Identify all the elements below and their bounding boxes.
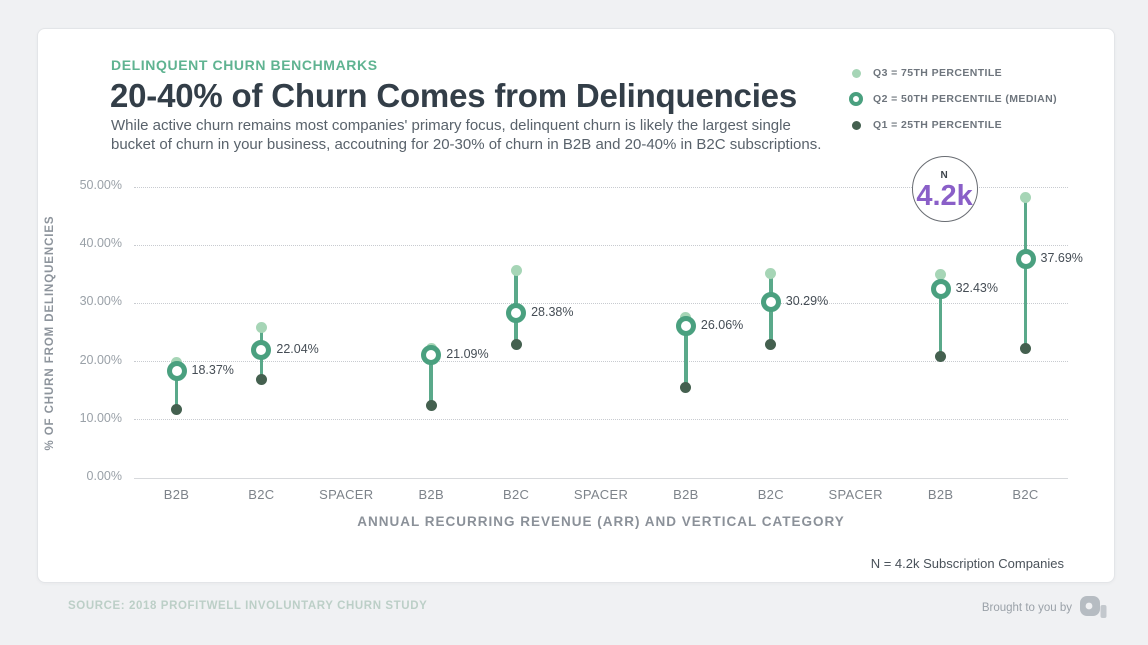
q1-dot-icon xyxy=(851,120,861,130)
median-value-label: 28.38% xyxy=(531,304,574,319)
sample-size-note: N = 4.2k Subscription Companies xyxy=(870,556,1064,571)
subtitle-line-1: While active churn remains most companie… xyxy=(111,117,791,134)
q2-median-ring xyxy=(251,339,272,360)
q1-marker-box xyxy=(848,120,864,130)
q1-dot xyxy=(255,373,267,385)
range-stem xyxy=(1023,197,1028,349)
x-tick-label: SPACER xyxy=(828,487,883,502)
x-tick-label: B2B xyxy=(163,487,190,502)
source-citation: SOURCE: 2018 PROFITWELL INVOLUNTARY CHUR… xyxy=(68,600,428,612)
q2-median-ring xyxy=(421,345,442,366)
y-tick-label: 20.00% xyxy=(79,352,122,367)
annotation-value: 4.2k xyxy=(916,179,973,212)
gridline-30 xyxy=(134,302,1068,304)
infographic-card: DELINQUENT CHURN BENCHMARKS 20-40% of Ch… xyxy=(37,28,1115,583)
median-value-label: 26.06% xyxy=(700,318,744,333)
sample-size-annotation: N 4.2k xyxy=(911,156,978,222)
subtitle: While active churn remains most companie… xyxy=(111,117,821,154)
x-axis-title: ANNUAL RECURRING REVENUE (ARR) AND VERTI… xyxy=(357,514,845,529)
x-tick-label: B2B xyxy=(418,487,444,502)
y-tick-label: 0.00% xyxy=(86,469,122,483)
q2-median-ring xyxy=(930,279,951,300)
profitwell-logo-icon xyxy=(1080,596,1107,618)
range-stem xyxy=(174,362,179,410)
x-tick-label: B2C xyxy=(248,487,275,502)
q1-dot xyxy=(425,399,437,411)
median-value-label: 22.04% xyxy=(276,341,319,356)
q2-median-ring xyxy=(166,361,187,382)
legend-label-q1: Q1 = 25TH PERCENTILE xyxy=(873,119,1003,131)
x-tick-label: SPACER xyxy=(319,487,374,502)
x-tick-label: SPACER xyxy=(573,487,629,502)
q3-dot xyxy=(1020,192,1031,203)
q3-dot xyxy=(510,264,522,276)
x-tick-label: B2C xyxy=(502,487,530,502)
median-value-label: 37.69% xyxy=(1040,250,1083,265)
q3-marker-box xyxy=(848,68,864,78)
x-tick-label: B2B xyxy=(673,487,699,502)
median-value-label: 18.37% xyxy=(191,363,234,378)
q2-median-ring xyxy=(760,291,781,312)
q1-dot xyxy=(171,404,182,416)
brought-text: Brought to you by xyxy=(981,601,1072,614)
range-stem xyxy=(938,274,943,357)
q3-dot xyxy=(255,321,267,333)
q1-dot xyxy=(510,338,522,350)
subtitle-line-2: bucket of churn in your business, accout… xyxy=(111,135,822,153)
q2-marker-box xyxy=(848,92,864,106)
brought-to-you-by: Brought to you by xyxy=(982,596,1107,619)
median-value-label: 32.43% xyxy=(955,281,998,296)
q3-dot xyxy=(935,269,947,281)
x-tick-label: B2C xyxy=(1012,487,1039,502)
q1-dot xyxy=(1020,342,1031,354)
page-title: 20-40% of Churn Comes from Delinquencies xyxy=(110,77,797,114)
legend-label-q2: Q2 = 50TH PERCENTILE (MEDIAN) xyxy=(873,93,1057,105)
q1-dot xyxy=(765,339,777,351)
q2-median-ring xyxy=(1015,248,1036,269)
q2-median-ring xyxy=(506,302,527,323)
legend-item-q1: Q1 = 25TH PERCENTILE xyxy=(848,112,1057,138)
q1-dot xyxy=(935,351,947,363)
chart-legend: Q3 = 75TH PERCENTILE Q2 = 50TH PERCENTIL… xyxy=(848,60,1057,138)
q1-dot xyxy=(680,381,692,393)
median-value-label: 21.09% xyxy=(446,347,489,362)
y-tick-label: 40.00% xyxy=(79,236,122,251)
x-tick-label: B2C xyxy=(757,487,784,502)
gridline-20 xyxy=(134,361,1068,363)
annotation-n-label: N xyxy=(940,169,949,181)
range-stem xyxy=(429,348,433,406)
range-stem xyxy=(684,317,688,388)
q3-dot-icon xyxy=(851,68,861,78)
q2-ring-icon xyxy=(849,92,863,106)
y-tick-label: 10.00% xyxy=(79,410,122,425)
q3-dot xyxy=(765,267,777,279)
legend-item-q2: Q2 = 50TH PERCENTILE (MEDIAN) xyxy=(848,86,1057,112)
median-value-label: 30.29% xyxy=(785,293,829,308)
legend-label-q3: Q3 = 75TH PERCENTILE xyxy=(873,67,1003,79)
x-tick-label: B2B xyxy=(927,487,954,502)
gridline-0 xyxy=(134,477,1068,479)
y-tick-label: 30.00% xyxy=(79,294,122,309)
q2-median-ring xyxy=(675,316,696,337)
legend-item-q3: Q3 = 75TH PERCENTILE xyxy=(848,60,1057,86)
gridline-50 xyxy=(134,186,1068,188)
gridline-40 xyxy=(134,244,1068,246)
y-tick-label: 50.00% xyxy=(79,178,122,192)
plot-area: % OF CHURN FROM DELINQUENCIES ANNUAL REC… xyxy=(44,156,1083,571)
gridline-10 xyxy=(134,419,1068,421)
eyebrow-label: DELINQUENT CHURN BENCHMARKS xyxy=(111,57,378,73)
